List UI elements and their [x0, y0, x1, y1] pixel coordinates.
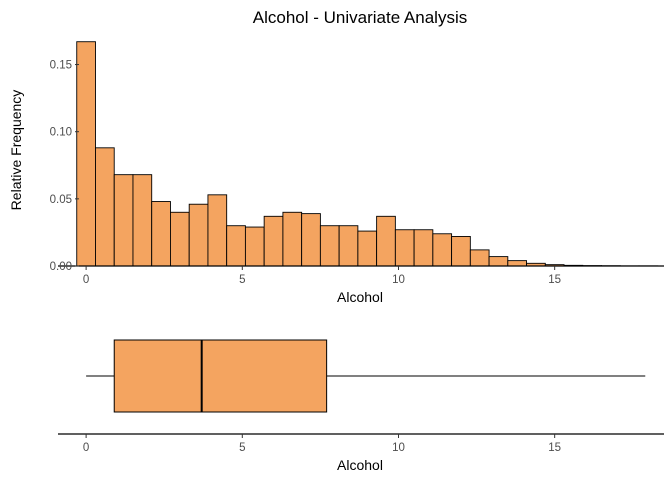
- histogram-bar: [95, 147, 115, 267]
- histogram-bar: [319, 225, 340, 267]
- x-tick-label: 15: [548, 274, 561, 286]
- histogram-panel: 0 5 10 15 0.00 0.05 0.10 0.15 Alcohol Relative…: [8, 41, 664, 305]
- histogram-bar: [394, 229, 415, 267]
- histogram-bar: [301, 213, 321, 267]
- histogram-bar: [226, 225, 246, 267]
- y-tick-label: 0.10: [50, 127, 72, 139]
- histogram-bar: [357, 230, 378, 267]
- histogram-bar: [263, 215, 284, 267]
- histogram-bar: [207, 194, 228, 267]
- boxplot-marks: [86, 339, 646, 413]
- y-tick-label: 0.15: [50, 60, 72, 72]
- histogram-x-ticks: 0 5 10 15: [83, 266, 561, 286]
- histogram-bar: [151, 201, 171, 267]
- x-tick-label: 10: [392, 442, 405, 454]
- histogram-bar: [188, 203, 209, 267]
- histogram-bar: [432, 233, 453, 267]
- histogram-bar: [244, 226, 265, 267]
- histogram-x-axis-title: Alcohol: [337, 289, 383, 305]
- x-tick-label: 10: [392, 274, 405, 286]
- x-tick-label: 0: [83, 442, 89, 454]
- histogram-bar: [488, 256, 509, 267]
- histogram-y-ticks: 0.00 0.05 0.10 0.15: [50, 60, 79, 273]
- histogram-bar: [469, 249, 490, 267]
- histogram-bar: [132, 174, 153, 267]
- histogram-bar: [76, 41, 96, 267]
- y-tick-label: 0.00: [50, 261, 72, 273]
- boxplot-x-axis-title: Alcohol: [337, 457, 383, 473]
- x-tick-label: 15: [548, 442, 561, 454]
- histogram-y-axis-title: Relative Frequency: [8, 90, 24, 211]
- histogram-bar: [169, 211, 190, 267]
- histogram-bar: [282, 211, 303, 267]
- boxplot-panel: 0 5 10 15 Alcohol: [58, 339, 664, 473]
- histogram-bar: [376, 215, 396, 267]
- x-tick-label: 5: [239, 442, 245, 454]
- x-tick-label: 5: [239, 274, 245, 286]
- boxplot-box: [113, 339, 328, 413]
- histogram-bars: [76, 41, 659, 267]
- histogram-bar: [451, 235, 471, 267]
- histogram-bar: [338, 225, 359, 267]
- x-tick-label: 0: [83, 274, 89, 286]
- histogram-bar: [413, 229, 434, 267]
- histogram-bar: [507, 260, 527, 267]
- boxplot-x-ticks: 0 5 10 15: [83, 434, 561, 454]
- y-tick-label: 0.05: [50, 194, 72, 206]
- chart-title: Alcohol - Univariate Analysis: [253, 8, 467, 27]
- histogram-bar: [113, 174, 134, 267]
